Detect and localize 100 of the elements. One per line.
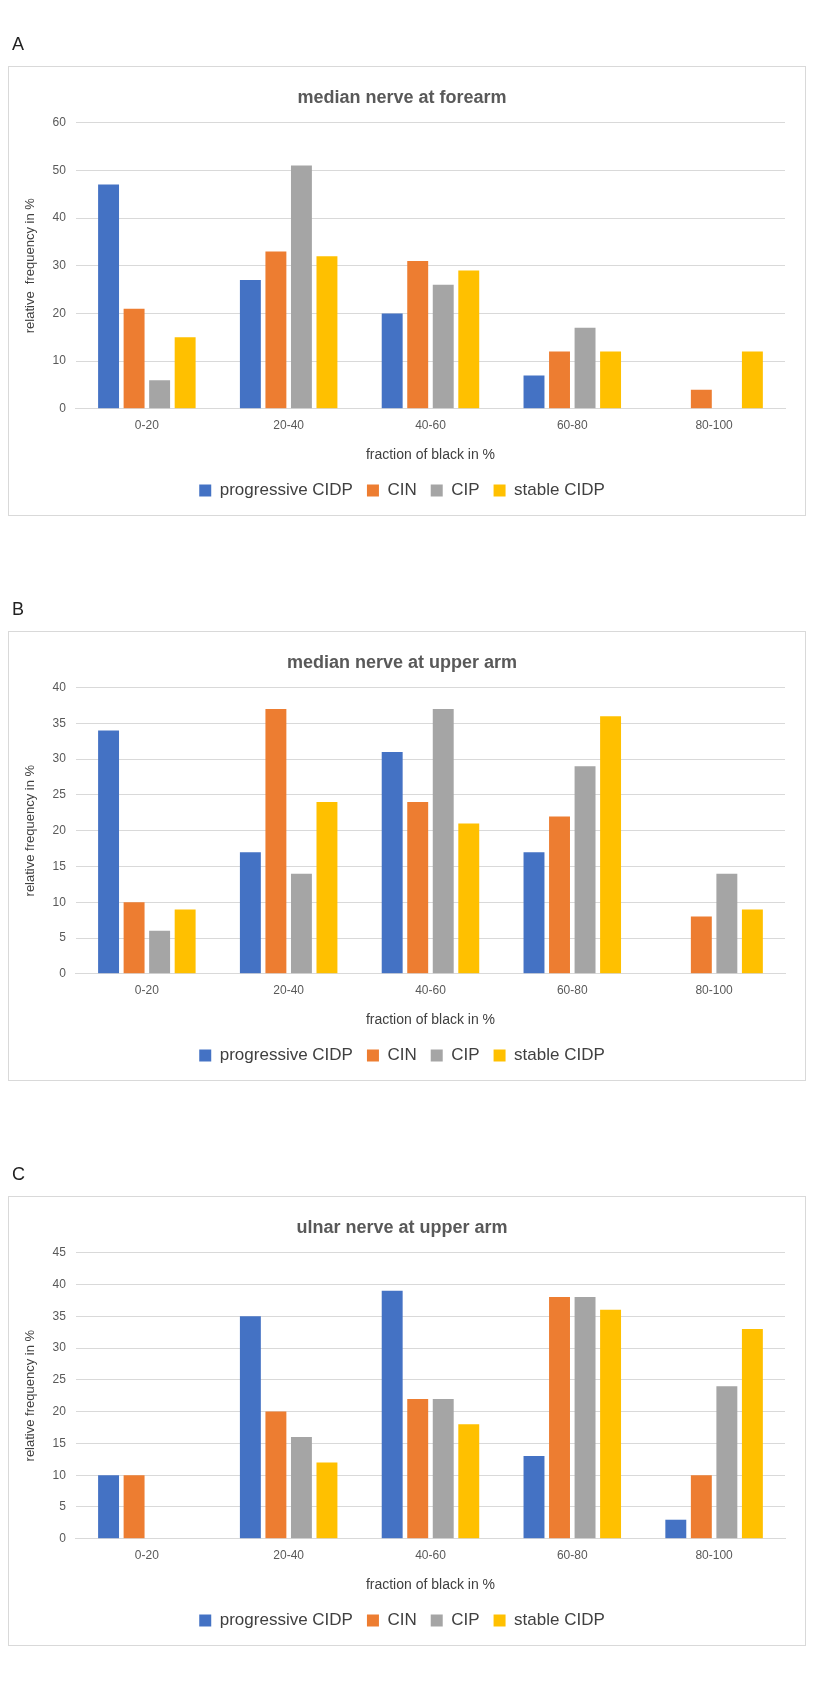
legend-label: CIP [451, 1045, 480, 1065]
y-tick-label: 45 [52, 1244, 67, 1259]
bar [549, 1297, 570, 1539]
bar [741, 1328, 763, 1539]
bar [316, 256, 338, 409]
bar [741, 909, 763, 974]
y-axis-title: relative frequency in % [22, 1329, 38, 1462]
legend-label: CIN [387, 480, 417, 500]
x-tick-label: 60-80 [556, 983, 588, 998]
chart-title: median nerve at upper arm [286, 651, 518, 672]
bar [316, 1462, 338, 1539]
bar [523, 1456, 545, 1539]
x-axis-title: fraction of black in % [365, 1576, 496, 1593]
y-axis-title: relative frequency in % [22, 197, 38, 334]
y-tick-label: 20 [52, 1403, 67, 1418]
text: A [12, 34, 25, 56]
y-tick-label: 5 [59, 930, 67, 945]
bar [665, 1519, 687, 1539]
bar [316, 802, 338, 974]
y-tick-label: 10 [52, 1467, 67, 1482]
y-tick-label: 10 [52, 353, 67, 368]
bar [716, 873, 738, 974]
bar [290, 1437, 312, 1539]
bar [407, 260, 429, 409]
bar [381, 1290, 403, 1539]
y-tick-label: 30 [52, 751, 67, 766]
y-tick-label: 20 [52, 823, 67, 838]
legend-label: stable CIDP [514, 1045, 605, 1065]
y-tick-label: 25 [52, 1372, 67, 1387]
bar [239, 1316, 261, 1539]
y-tick-label: 10 [52, 894, 67, 909]
x-tick-label: 20-40 [273, 1548, 305, 1563]
bar [290, 873, 312, 974]
bar [690, 389, 712, 409]
x-axis-title: fraction of black in % [365, 1011, 496, 1028]
legend-label: CIP [451, 480, 480, 500]
y-tick-label: 25 [52, 787, 67, 802]
x-tick-label: 40-60 [415, 983, 447, 998]
text: B [12, 599, 25, 621]
bar [549, 351, 570, 409]
bar [381, 752, 403, 974]
bar [407, 802, 429, 974]
y-tick-label: 40 [52, 210, 67, 225]
bar [600, 351, 622, 409]
chart-title: ulnar nerve at upper arm [296, 1216, 508, 1237]
y-tick-label: 0 [59, 401, 67, 416]
legend-label: progressive CIDP [219, 480, 353, 500]
bar [690, 1475, 712, 1539]
bar [407, 1398, 429, 1539]
bar [265, 709, 287, 974]
y-tick-label: 5 [59, 1499, 67, 1514]
bar [239, 852, 261, 974]
x-tick-label: 60-80 [556, 418, 588, 433]
y-tick-label: 35 [52, 1308, 67, 1323]
x-tick-label: 40-60 [415, 1548, 447, 1563]
bar [432, 1398, 454, 1539]
x-tick-label: 20-40 [273, 983, 305, 998]
bar [290, 165, 312, 409]
x-tick-label: 80-100 [695, 983, 734, 998]
legend-label: progressive CIDP [219, 1045, 353, 1065]
bar [123, 1475, 145, 1539]
y-tick-label: 15 [52, 1435, 67, 1450]
bar [600, 716, 622, 974]
bar [174, 909, 196, 974]
y-tick-label: 30 [52, 1340, 67, 1355]
bar [149, 380, 171, 409]
bar [523, 375, 545, 409]
x-tick-label: 0-20 [134, 418, 160, 433]
bar [98, 1475, 120, 1539]
bar [549, 816, 570, 974]
bar [98, 730, 120, 974]
legend-label: progressive CIDP [219, 1610, 353, 1630]
bar [458, 270, 480, 409]
y-tick-label: 35 [52, 715, 67, 730]
legend-label: stable CIDP [514, 1610, 605, 1630]
bar [600, 1309, 622, 1539]
bar [265, 1411, 287, 1539]
y-tick-label: 0 [59, 1531, 67, 1546]
y-tick-label: 40 [52, 1276, 67, 1291]
bar [574, 327, 596, 409]
bar [716, 1386, 738, 1539]
y-tick-label: 50 [52, 162, 67, 177]
legend-label: CIP [451, 1610, 480, 1630]
y-tick-label: 0 [59, 966, 67, 981]
y-tick-label: 20 [52, 305, 67, 320]
bar [458, 1424, 480, 1539]
y-tick-label: 40 [52, 679, 67, 694]
bar [149, 930, 171, 974]
y-tick-label: 30 [52, 258, 67, 273]
x-tick-label: 60-80 [556, 1548, 588, 1563]
x-axis-title: fraction of black in % [365, 446, 496, 463]
x-tick-label: 80-100 [695, 1548, 734, 1563]
bar [432, 709, 454, 974]
x-tick-label: 0-20 [134, 1548, 160, 1563]
y-tick-label: 15 [52, 858, 67, 873]
y-tick-label: 60 [52, 114, 67, 129]
bar [690, 916, 712, 974]
x-tick-label: 0-20 [134, 983, 160, 998]
text: C [12, 1164, 26, 1186]
x-tick-label: 80-100 [695, 418, 734, 433]
